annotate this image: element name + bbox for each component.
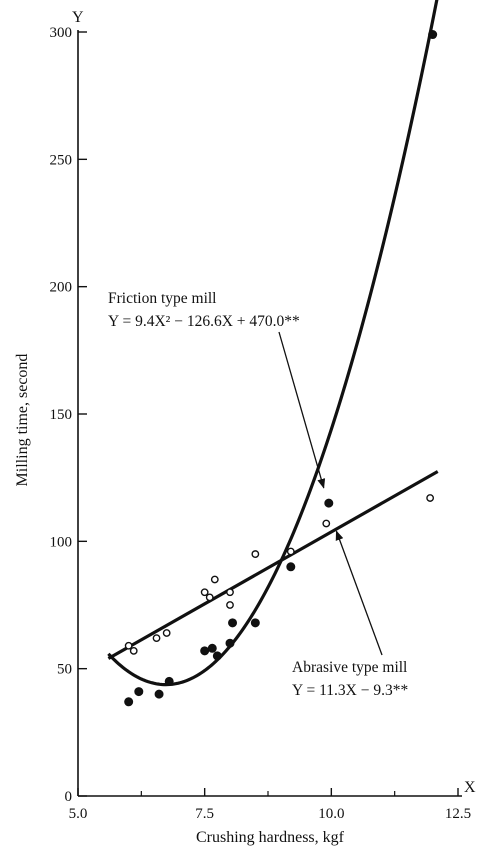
fit-curves [107,0,439,687]
abrasive-data-point [205,593,214,602]
abrasive-equation: Y = 11.3X − 9.3** [292,682,408,699]
x-tick-label: 12.5 [445,806,471,822]
x-tick-label: 10.0 [318,806,344,822]
y-tick-label: 0 [65,789,73,805]
y-tick-label: 150 [50,407,73,423]
friction-data-point [134,687,144,697]
abrasive-fit-line [107,470,439,660]
friction-fit-curve [107,0,439,687]
friction-label: Friction type mill [108,290,217,307]
friction-data-point [207,643,217,653]
friction-arrow [278,331,326,489]
friction-data-point [124,697,134,707]
y-axis-letter: Y [72,9,84,26]
abrasive-data-point [210,575,219,584]
friction-data-point [228,618,238,628]
friction-data-point [225,638,235,648]
x-ticks: 5.0 7.5 10.0 12.5 [69,788,471,822]
friction-data-point [286,562,296,572]
abrasive-label: Abrasive type mill [292,659,407,676]
friction-data-point [324,498,334,508]
y-tick-label: 250 [50,152,73,168]
data-points [124,30,438,707]
abrasive-data-point [322,519,331,528]
friction-data-point [428,30,438,40]
x-axis-title: Crushing hardness, kgf [196,829,345,846]
friction-equation: Y = 9.4X² − 126.6X + 470.0** [108,313,300,330]
x-tick-label: 7.5 [195,806,214,822]
y-ticks: 0 50 100 150 200 250 300 [50,25,87,805]
x-axis-letter: X [464,779,476,796]
abrasive-data-point [251,550,260,558]
y-axis-title: Milling time, second [14,354,31,487]
abrasive-data-point [286,547,295,556]
annotations: Friction type mill Y = 9.4X² − 126.6X + … [108,290,408,699]
abrasive-data-point [124,641,133,650]
abrasive-data-point [129,646,138,655]
friction-data-point [164,676,174,686]
friction-data-point [250,618,260,628]
friction-data-point [154,689,164,699]
y-tick-label: 200 [50,280,73,296]
axes: X Y [72,9,476,797]
y-tick-label: 300 [50,25,73,41]
x-tick-label: 5.0 [69,806,88,822]
friction-data-point [212,651,222,661]
abrasive-data-point [426,494,435,502]
y-tick-label: 100 [50,534,73,550]
abrasive-data-point [226,588,234,597]
friction-data-point [200,646,210,656]
abrasive-data-point [226,601,234,609]
abrasive-data-point [200,588,209,597]
abrasive-arrow [335,530,383,656]
y-tick-label: 50 [57,662,72,678]
abrasive-data-point [152,634,161,643]
abrasive-data-point [162,629,171,637]
